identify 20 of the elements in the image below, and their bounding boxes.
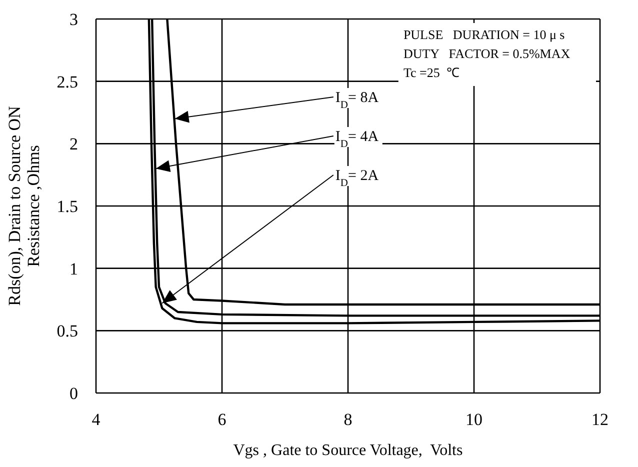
x-tick-label: 10 bbox=[466, 410, 482, 430]
x-tick-label: 6 bbox=[218, 410, 226, 430]
y-axis-title: Rds(on), Drain to Source ON Resistance ,Ohms bbox=[5, 106, 43, 306]
x-tick-label: 8 bbox=[344, 410, 352, 430]
x-tick-label: 4 bbox=[92, 410, 101, 430]
annotation: PULSE DURATION = 10 μ s bbox=[403, 27, 565, 42]
y-tick-label: 0 bbox=[70, 384, 78, 404]
annotation: Tc =25 ℃ bbox=[403, 65, 460, 80]
annotation: I$_{D}$= 2A bbox=[335, 168, 379, 188]
y-tick-label: 3 bbox=[70, 10, 78, 30]
y-tick-label: 1.5 bbox=[56, 197, 78, 216]
annotation: DUTY FACTOR = 0.5%MAX bbox=[403, 46, 571, 61]
y-tick-label: 2.5 bbox=[56, 72, 78, 92]
x-tick-label: 12 bbox=[592, 410, 608, 430]
x-axis-title: Vgs , Gate to Source Voltage, Volts bbox=[233, 442, 463, 459]
y-tick-label: 2 bbox=[70, 134, 78, 154]
y-tick-label: 1 bbox=[70, 259, 78, 278]
annotation: I$_{D}$= 4A bbox=[335, 129, 379, 150]
y-tick-label: 0.5 bbox=[56, 322, 78, 341]
annotation: I$_{D}$= 8A bbox=[335, 90, 379, 110]
